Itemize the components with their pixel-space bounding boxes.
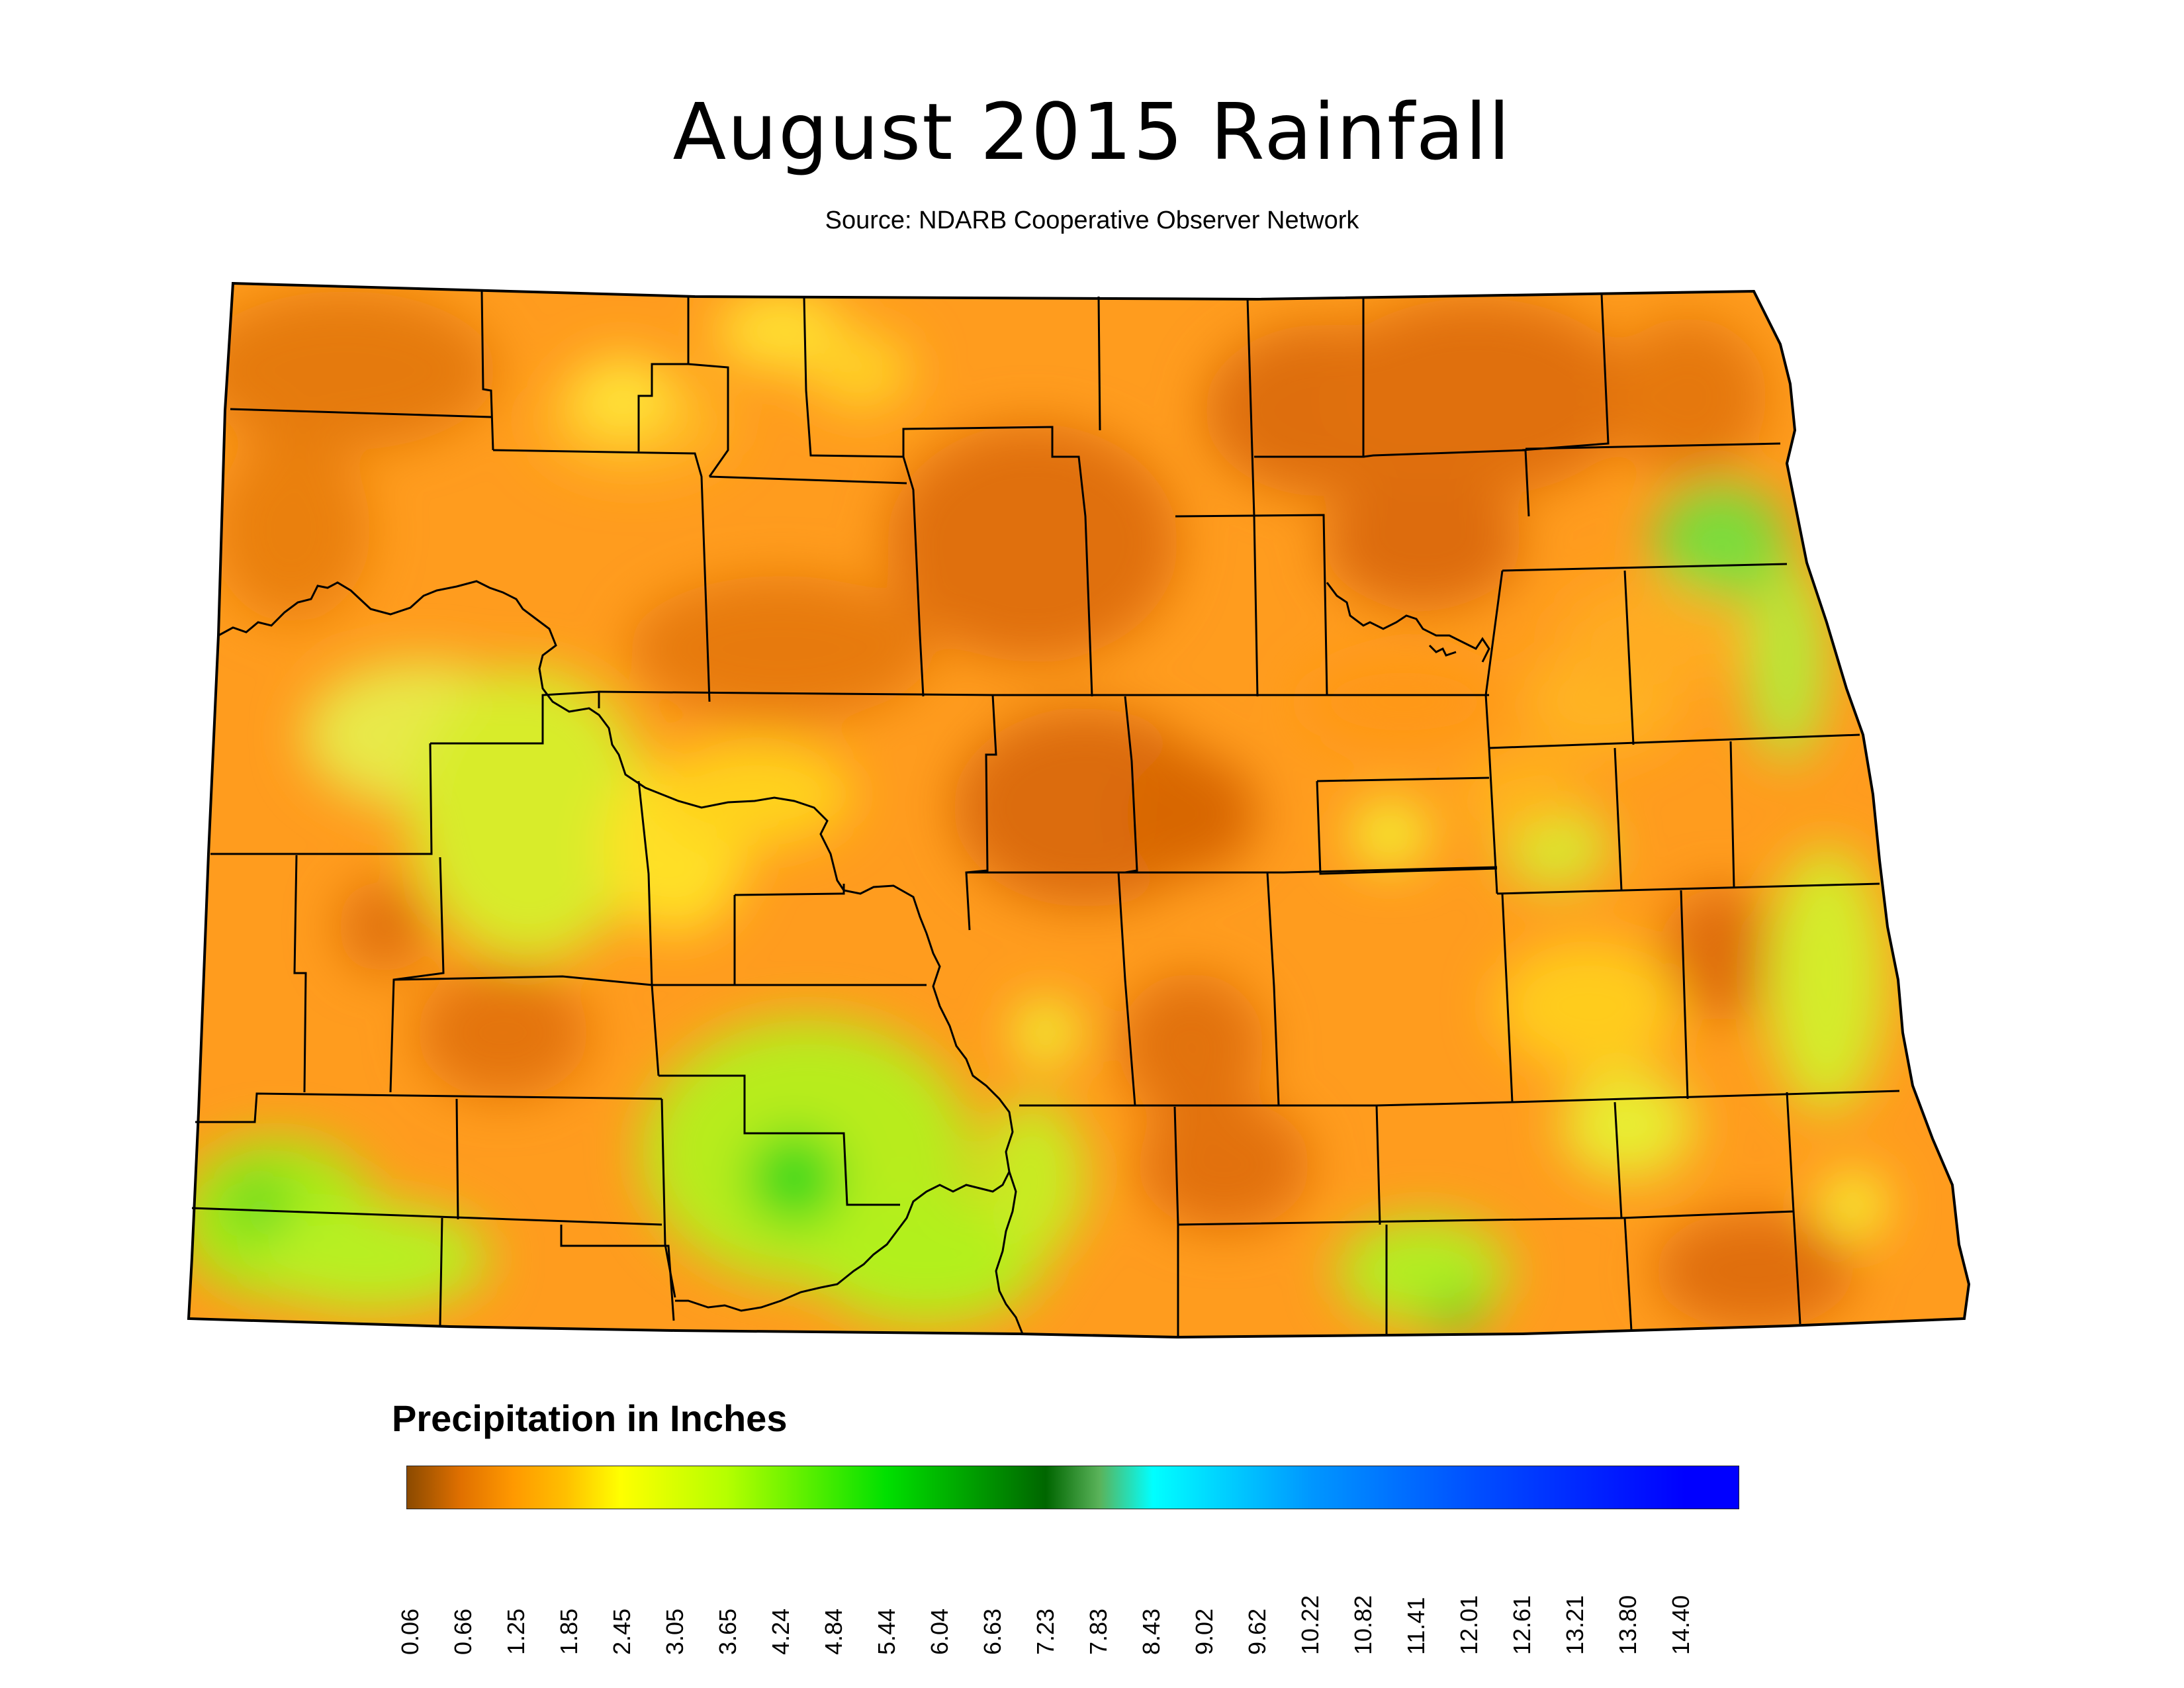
legend-tick-label: 10.82: [1349, 1595, 1377, 1655]
legend-tick-label: 4.24: [767, 1608, 794, 1655]
legend-tick-label: 6.63: [979, 1608, 1006, 1655]
legend-tick-label: 9.02: [1191, 1608, 1218, 1655]
legend-tick-label: 4.84: [820, 1608, 847, 1655]
legend-tick-label: 0.66: [449, 1608, 477, 1655]
legend-tick-label: 12.61: [1508, 1595, 1535, 1655]
legend-tick-label: 5.44: [873, 1608, 900, 1655]
legend-tick-label: 3.05: [661, 1608, 688, 1655]
legend-tick-label: 9.62: [1244, 1608, 1271, 1655]
legend-tick-label: 1.25: [502, 1608, 529, 1655]
legend-tick-label: 0.06: [396, 1608, 424, 1655]
legend-tick-label: 12.01: [1455, 1595, 1482, 1655]
precipitation-surface: [189, 283, 1969, 1337]
legend-tick-label: 13.80: [1614, 1595, 1641, 1655]
legend-tick-label: 7.83: [1085, 1608, 1112, 1655]
legend-tick-label: 7.23: [1032, 1608, 1059, 1655]
legend-tick-label: 14.40: [1667, 1595, 1694, 1655]
legend-color-bar: [406, 1466, 1739, 1509]
legend-tick-label: 11.41: [1402, 1597, 1430, 1655]
county-boundaries: [191, 291, 1900, 1337]
legend-tick-label: 2.45: [608, 1608, 635, 1655]
legend-tick-label: 13.21: [1561, 1595, 1588, 1655]
map-source: Source: NDARB Cooperative Observer Netwo…: [825, 207, 1359, 234]
legend-title: Precipitation in Inches: [392, 1397, 788, 1439]
legend-tick-label: 1.85: [555, 1608, 582, 1655]
legend-tick-label: 8.43: [1138, 1608, 1165, 1655]
rainfall-map: [187, 282, 1970, 1338]
legend-tick-label: 6.04: [926, 1608, 953, 1655]
map-title: August 2015 Rainfall: [672, 86, 1512, 177]
legend-tick-label: 3.65: [714, 1608, 741, 1655]
legend-tick-label: 10.22: [1297, 1595, 1324, 1655]
